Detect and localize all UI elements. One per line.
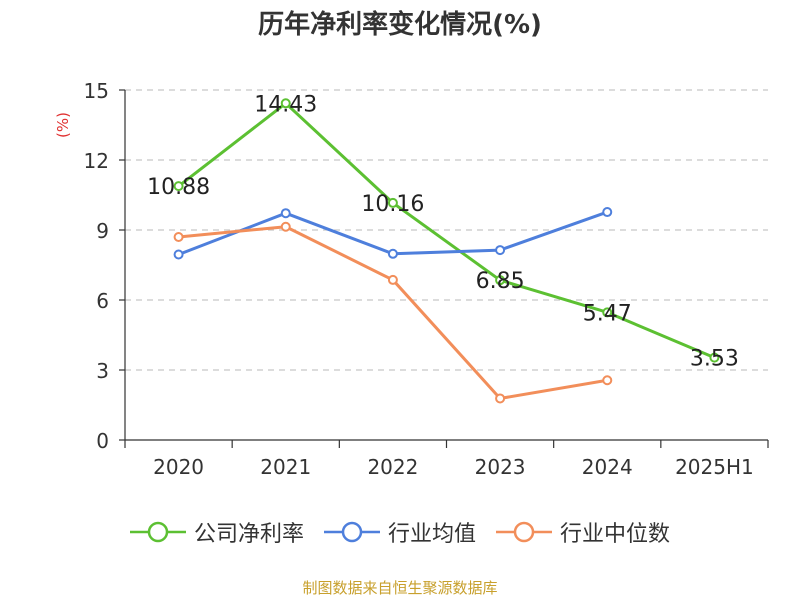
legend-label-company: 公司净利率 xyxy=(193,522,304,547)
legend-label-industry-median: 行业中位数 xyxy=(560,522,671,547)
legend-swatch-industry-avg xyxy=(323,521,380,543)
source-note: 制图数据来自恒生聚源数据库 xyxy=(302,579,498,597)
series-line-industry-avg xyxy=(178,210,608,256)
legend: 公司净利率 行业均值 行业中位数 xyxy=(0,516,800,548)
data-point-company xyxy=(280,98,291,109)
x-tick-label: 2020 xyxy=(153,455,204,479)
data-label-company: 14.43 xyxy=(254,92,317,117)
x-tick-label: 2025H1 xyxy=(675,455,754,479)
series-line-company xyxy=(177,101,716,360)
legend-swatch-industry-median xyxy=(496,521,552,543)
data-label-company: 5.47 xyxy=(583,301,632,326)
data-point-company xyxy=(173,181,184,192)
legend-item-company[interactable]: 公司净利率 xyxy=(129,516,304,548)
data-point-industry-median xyxy=(173,232,184,242)
y-tick-label: 0 xyxy=(96,429,109,453)
y-tick-label: 6 xyxy=(96,289,109,313)
y-tick-label: 9 xyxy=(96,219,109,243)
data-point-company xyxy=(387,197,398,208)
data-point-company xyxy=(495,275,506,286)
y-tick-label: 3 xyxy=(96,359,109,383)
data-point-industry-avg xyxy=(495,245,506,256)
legend-item-industry-median[interactable]: 行业中位数 xyxy=(496,516,670,548)
data-label-company: 6.85 xyxy=(476,269,525,294)
data-label-company: 10.16 xyxy=(361,192,424,217)
data-point-industry-avg xyxy=(280,208,291,219)
legend-item-industry-avg[interactable]: 行业均值 xyxy=(323,516,476,548)
data-point-industry-avg xyxy=(173,249,184,260)
x-tick-label: 2021 xyxy=(260,455,311,479)
y-tick-label: 12 xyxy=(84,149,109,173)
data-point-industry-avg xyxy=(602,207,613,218)
data-point-industry-median xyxy=(495,393,506,404)
data-label-company: 3.53 xyxy=(690,347,739,372)
x-tick-label: 2022 xyxy=(367,455,418,479)
legend-swatch-company xyxy=(129,521,186,543)
legend-label-industry-avg: 行业均值 xyxy=(387,522,476,547)
data-point-company xyxy=(602,307,613,318)
x-tick-label: 2024 xyxy=(582,455,633,479)
chart-title: 历年净利率变化情况(%) xyxy=(258,10,542,40)
data-label-company: 10.88 xyxy=(147,175,210,200)
data-point-company xyxy=(709,352,720,363)
data-point-industry-median xyxy=(387,274,398,285)
x-tick-label: 2023 xyxy=(475,455,526,479)
y-tick-label: 15 xyxy=(84,79,109,103)
y-axis-label: (%) xyxy=(54,112,72,138)
data-point-industry-avg xyxy=(387,248,398,259)
data-point-industry-median xyxy=(602,375,613,386)
data-point-industry-median xyxy=(280,221,291,232)
